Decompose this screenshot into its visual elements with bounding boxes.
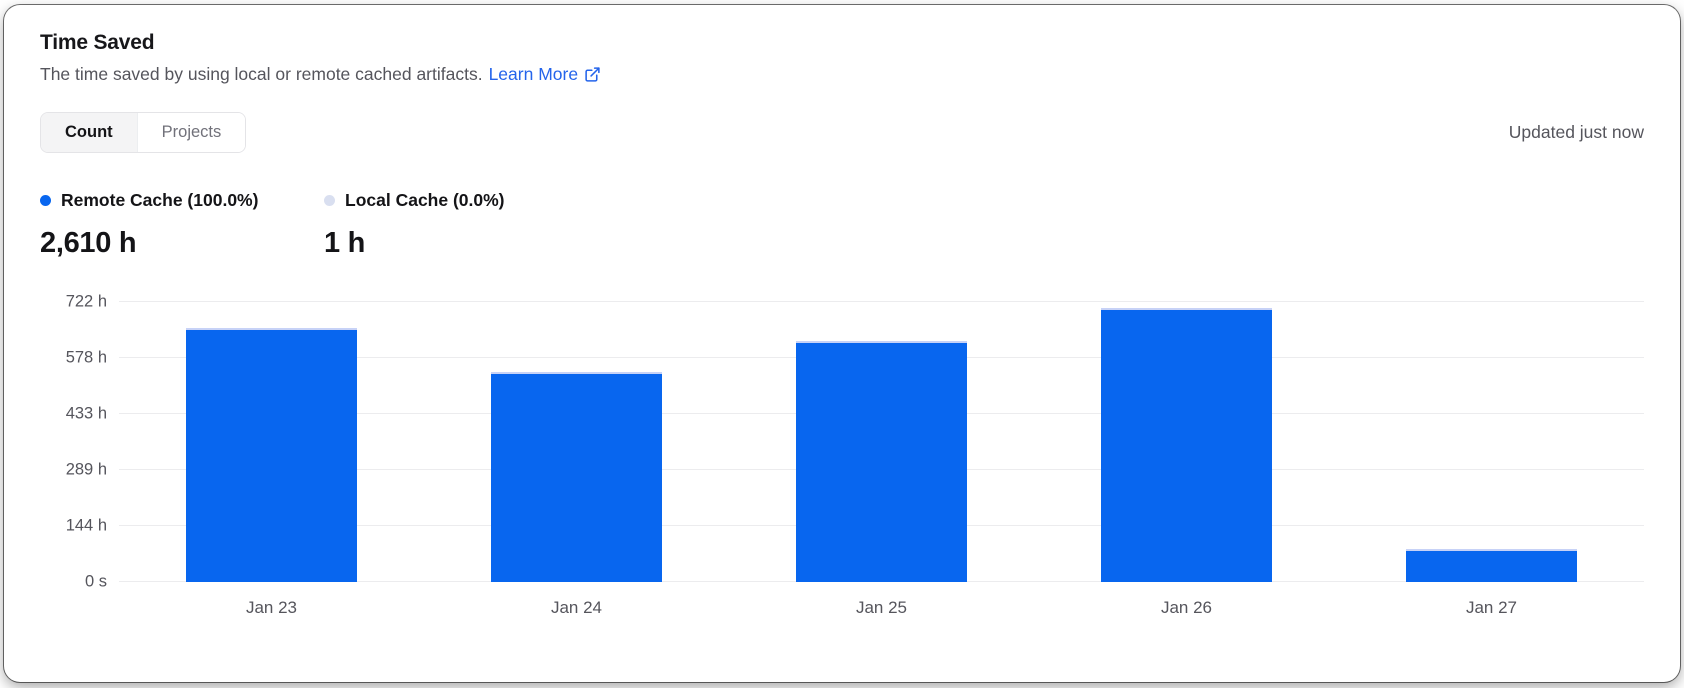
remote-cache-segment (186, 329, 357, 582)
tab-projects[interactable]: Projects (136, 113, 246, 152)
x-axis-tick-label: Jan 26 (1160, 598, 1213, 617)
remote-cache-value: 2,610 h (40, 227, 137, 259)
y-axis-tick-label: 289 h (65, 460, 107, 479)
external-link-icon (584, 66, 601, 83)
bar-slot (729, 302, 1034, 582)
stacked-bar-jan-24[interactable] (491, 371, 662, 582)
x-axis-tick-label: Jan 27 (1465, 598, 1518, 617)
plot-area (119, 301, 1644, 582)
local-cache-segment (796, 341, 967, 344)
updated-status: Updated just now (1508, 122, 1644, 142)
time-saved-chart: 0 s 144 h 289 h 433 h 578 h 722 h Jan 23 Jan 2… (40, 293, 1644, 634)
local-cache-segment (1406, 548, 1577, 551)
local-cache-dot-icon (324, 195, 335, 206)
local-cache-segment (491, 371, 662, 374)
y-axis-tick-label: 144 h (65, 516, 107, 535)
legend-summary: Remote Cache (100.0%) 2,610 h Local Cach… (40, 190, 1644, 260)
learn-more-label: Learn More (488, 64, 579, 84)
bar-slot (424, 302, 729, 582)
local-cache-segment (186, 327, 357, 330)
bar-slot (1339, 302, 1644, 582)
y-axis-tick-label: 433 h (65, 404, 107, 423)
controls-row: Count Projects Updated just now (40, 112, 1644, 153)
remote-cache-segment (1406, 550, 1577, 582)
bar-slots (119, 302, 1644, 582)
remote-cache-segment (796, 343, 967, 582)
y-axis-labels: 0 s 144 h 289 h 433 h 578 h 722 h (40, 293, 107, 591)
stacked-bar-jan-25[interactable] (796, 341, 967, 582)
subtitle-text: The time saved by using local or remote … (40, 64, 483, 84)
legend-remote-cache: Remote Cache (100.0%) (40, 190, 324, 211)
gridline (119, 301, 1644, 302)
local-cache-summary: Local Cache (0.0%) 1 h (324, 190, 1644, 260)
stacked-bar-jan-23[interactable] (186, 327, 357, 582)
bar-slot (119, 302, 424, 582)
remote-cache-dot-icon (40, 195, 51, 206)
y-axis-tick-label: 0 s (84, 572, 107, 591)
x-axis-labels: Jan 23 Jan 24 Jan 25 Jan 26 Jan 27 (119, 582, 1644, 634)
x-axis-tick-label: Jan 23 (245, 598, 298, 617)
remote-cache-segment (1101, 309, 1272, 582)
x-axis-tick-label: Jan 24 (550, 598, 603, 617)
view-toggle: Count Projects (40, 112, 247, 153)
stacked-bar-jan-27[interactable] (1406, 548, 1577, 582)
local-cache-segment (1101, 307, 1272, 310)
remote-cache-segment (491, 373, 662, 582)
y-axis-tick-label: 722 h (65, 292, 107, 311)
y-axis-tick-label: 578 h (65, 348, 107, 367)
tab-count[interactable]: Count (41, 113, 137, 152)
legend-local-label: Local Cache (0.0%) (345, 190, 505, 210)
page-title: Time Saved (40, 31, 155, 54)
learn-more-link[interactable]: Learn More (489, 64, 602, 85)
subtitle: The time saved by using local or remote … (40, 64, 1644, 85)
time-saved-card: Time Saved The time saved by using local… (4, 5, 1680, 682)
bar-slot (1034, 302, 1339, 582)
stacked-bar-jan-26[interactable] (1101, 307, 1272, 582)
x-axis-tick-label: Jan 25 (855, 598, 908, 617)
remote-cache-summary: Remote Cache (100.0%) 2,610 h (40, 190, 324, 260)
legend-remote-label: Remote Cache (100.0%) (61, 190, 259, 210)
local-cache-value: 1 h (324, 227, 365, 259)
legend-local-cache: Local Cache (0.0%) (324, 190, 1644, 211)
